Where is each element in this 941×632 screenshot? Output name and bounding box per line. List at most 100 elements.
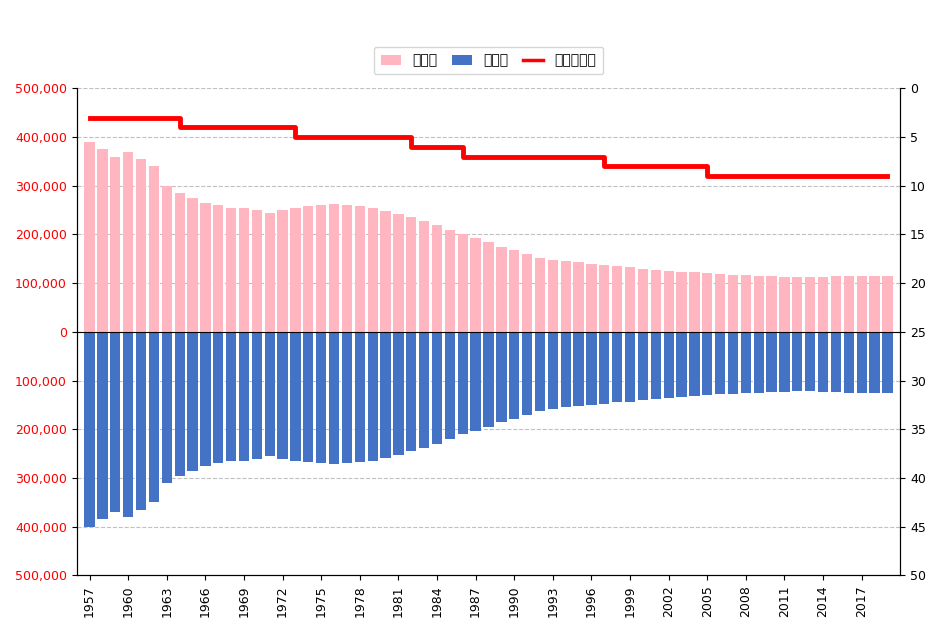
Bar bbox=[419, 332, 429, 448]
Bar bbox=[548, 332, 558, 409]
Bar bbox=[380, 332, 391, 458]
Bar bbox=[625, 267, 635, 332]
Bar bbox=[470, 238, 481, 332]
Bar bbox=[779, 332, 789, 392]
Bar bbox=[213, 205, 223, 332]
Bar bbox=[831, 332, 841, 392]
Bar bbox=[85, 142, 95, 332]
Bar bbox=[586, 264, 597, 332]
Bar bbox=[496, 332, 506, 422]
Bar bbox=[393, 332, 404, 454]
Bar bbox=[174, 332, 184, 475]
Bar bbox=[136, 159, 146, 332]
Bar bbox=[805, 277, 815, 332]
Bar bbox=[407, 217, 417, 332]
Bar bbox=[252, 332, 262, 458]
Bar bbox=[303, 206, 313, 332]
Bar bbox=[432, 225, 442, 332]
Bar bbox=[792, 277, 803, 332]
Bar bbox=[650, 332, 661, 399]
Bar bbox=[856, 332, 867, 392]
Bar bbox=[612, 266, 622, 332]
Bar bbox=[470, 332, 481, 431]
Bar bbox=[561, 261, 571, 332]
Bar bbox=[650, 269, 661, 332]
Bar bbox=[856, 276, 867, 332]
Bar bbox=[123, 332, 134, 517]
Bar bbox=[110, 157, 120, 332]
Bar bbox=[689, 272, 699, 332]
Bar bbox=[522, 332, 533, 415]
Bar bbox=[213, 332, 223, 463]
Bar bbox=[291, 332, 300, 461]
Bar bbox=[844, 276, 853, 332]
Bar bbox=[767, 276, 776, 332]
Bar bbox=[702, 274, 712, 332]
Bar bbox=[715, 332, 726, 394]
Bar bbox=[457, 234, 468, 332]
Bar bbox=[264, 212, 275, 332]
Bar bbox=[316, 205, 327, 332]
Bar bbox=[174, 193, 184, 332]
Bar bbox=[818, 332, 828, 392]
Bar bbox=[496, 246, 506, 332]
Bar bbox=[638, 332, 648, 400]
Bar bbox=[818, 277, 828, 332]
Bar bbox=[239, 208, 249, 332]
Bar bbox=[316, 332, 327, 463]
Bar bbox=[239, 332, 249, 461]
Bar bbox=[677, 332, 687, 397]
Bar bbox=[741, 332, 751, 393]
Bar bbox=[754, 332, 764, 392]
Bar bbox=[883, 332, 893, 392]
Bar bbox=[226, 332, 236, 461]
Bar bbox=[329, 332, 340, 465]
Bar bbox=[805, 332, 815, 391]
Bar bbox=[226, 208, 236, 332]
Bar bbox=[200, 332, 211, 466]
Bar bbox=[136, 332, 146, 509]
Bar bbox=[754, 276, 764, 332]
Bar bbox=[767, 332, 776, 392]
Bar bbox=[252, 210, 262, 332]
Bar bbox=[278, 210, 288, 332]
Bar bbox=[689, 332, 699, 396]
Bar bbox=[548, 260, 558, 332]
Bar bbox=[663, 332, 674, 398]
Bar bbox=[264, 332, 275, 456]
Bar bbox=[342, 205, 352, 332]
Bar bbox=[123, 152, 134, 332]
Bar bbox=[368, 332, 378, 461]
Bar bbox=[625, 332, 635, 401]
Bar bbox=[200, 203, 211, 332]
Bar bbox=[534, 258, 545, 332]
Bar bbox=[457, 332, 468, 434]
Bar bbox=[110, 332, 120, 512]
Bar bbox=[534, 332, 545, 411]
Bar bbox=[97, 149, 107, 332]
Bar bbox=[484, 332, 494, 427]
Bar bbox=[303, 332, 313, 463]
Bar bbox=[869, 332, 880, 392]
Bar bbox=[85, 332, 95, 526]
Bar bbox=[727, 275, 738, 332]
Bar bbox=[407, 332, 417, 451]
Bar bbox=[638, 269, 648, 332]
Bar bbox=[663, 271, 674, 332]
Bar bbox=[844, 332, 853, 392]
Bar bbox=[329, 204, 340, 332]
Bar bbox=[702, 332, 712, 395]
Bar bbox=[97, 332, 107, 520]
Bar bbox=[149, 166, 159, 332]
Bar bbox=[599, 265, 610, 332]
Bar bbox=[484, 242, 494, 332]
Bar bbox=[509, 332, 519, 418]
Bar bbox=[792, 332, 803, 391]
Bar bbox=[509, 250, 519, 332]
Bar bbox=[432, 332, 442, 444]
Bar bbox=[291, 208, 300, 332]
Bar bbox=[883, 276, 893, 332]
Bar bbox=[187, 332, 198, 471]
Bar bbox=[187, 198, 198, 332]
Bar bbox=[419, 221, 429, 332]
